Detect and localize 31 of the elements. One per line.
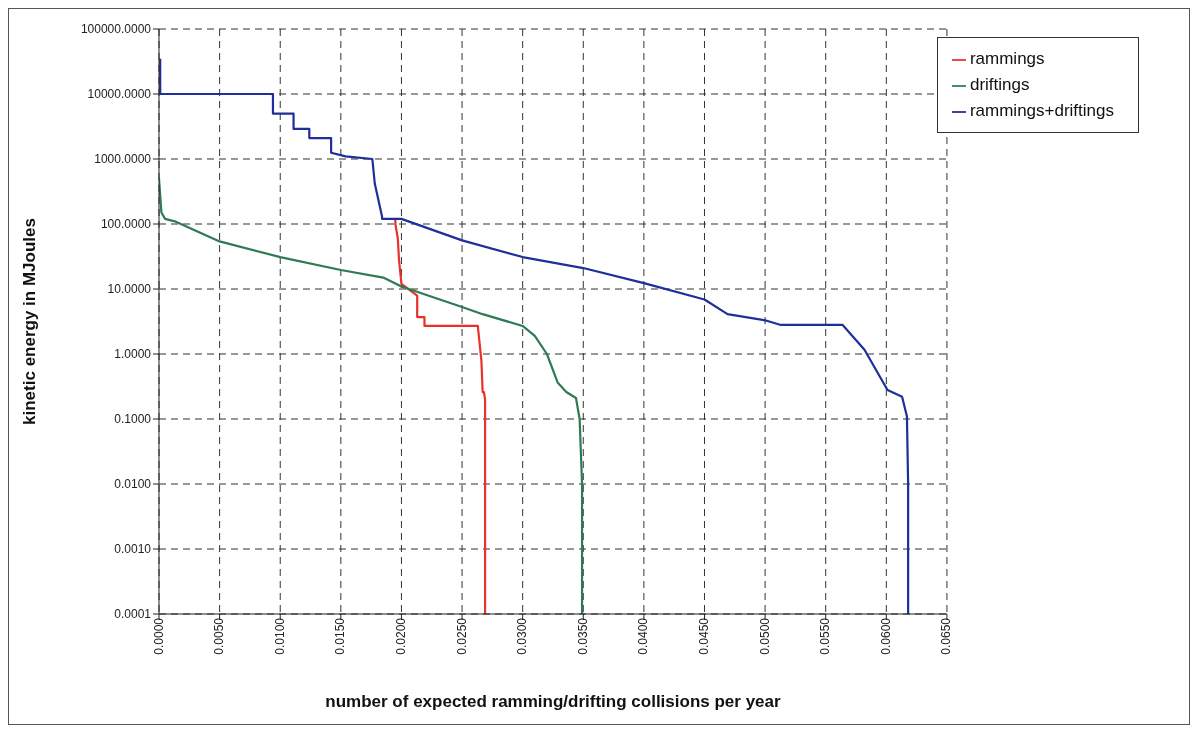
y-tick-label: 1.0000 [114, 347, 152, 362]
x-tick-label: 0.0050 [212, 617, 227, 655]
y-tick-label: 0.0100 [114, 477, 152, 492]
x-tick-label: 0.0350 [575, 617, 590, 655]
x-tick-label: 0.0150 [333, 617, 348, 655]
x-tick-label: 0.0400 [636, 617, 651, 655]
y-tick-label: 1000.0000 [94, 152, 152, 167]
y-axis-title: kinetic energy in MJoules [20, 218, 40, 425]
y-tick-label: 10.0000 [107, 282, 152, 297]
x-tick-label: 0.0500 [757, 617, 772, 655]
y-tick-label: 100.0000 [100, 217, 152, 232]
y-tick-label: 0.0001 [114, 607, 152, 622]
line-series [394, 217, 487, 614]
legend-label: rammings+driftings [969, 101, 1114, 120]
x-tick-label: 0.0650 [939, 617, 954, 655]
x-tick-label: 0.0100 [272, 617, 287, 655]
legend-label: rammings [969, 49, 1045, 68]
x-tick-label: 0.0250 [454, 617, 469, 655]
x-tick-label: 0.0450 [697, 617, 711, 655]
x-tick-label: 0.0300 [515, 617, 530, 655]
x-axis-title: number of expected ramming/drifting collisions per year [325, 692, 781, 711]
y-tick-label: 100000.0000 [80, 22, 152, 37]
x-tick-label: 0.0200 [393, 617, 408, 655]
line-series [159, 57, 910, 614]
y-tick-label: 0.0010 [114, 542, 152, 557]
y-tick-label: 10000.0000 [87, 87, 152, 102]
x-tick-label: 0.0600 [878, 617, 893, 655]
legend-label: driftings [969, 75, 1030, 94]
x-tick-label: 0.0550 [818, 617, 833, 655]
x-tick-label: 0.0000 [151, 617, 166, 655]
y-tick-label: 0.1000 [114, 412, 152, 427]
